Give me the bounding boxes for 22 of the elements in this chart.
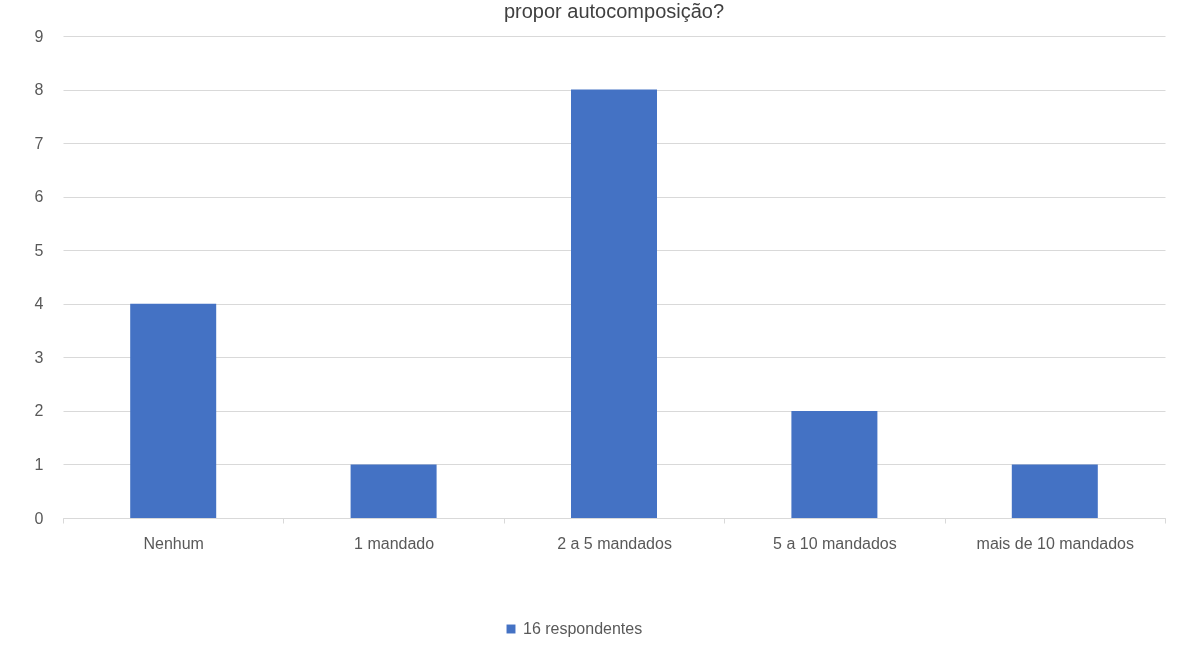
y-tick-label: 3 [34, 348, 44, 366]
y-tick-label: 4 [34, 295, 44, 313]
y-tick-label: 6 [34, 188, 44, 206]
bar [571, 89, 657, 518]
chart-title: propor autocomposição? [503, 0, 725, 22]
y-tick-label: 0 [34, 509, 44, 527]
x-tick-label: mais de 10 mandados [976, 534, 1135, 552]
bar [130, 303, 217, 518]
y-tick-label: 9 [34, 27, 44, 45]
y-tick-label: 7 [34, 134, 44, 152]
legend-label: 16 respondentes [523, 620, 643, 637]
y-tick-label: 5 [34, 241, 44, 259]
bar [791, 410, 878, 518]
y-tick-label: 2 [34, 402, 44, 420]
bar [1011, 464, 1098, 518]
y-tick-label: 1 [34, 455, 44, 473]
x-tick-label: 2 a 5 mandados [557, 534, 672, 552]
x-tick-label: Nenhum [143, 534, 204, 552]
x-tick-label: 5 a 10 mandados [773, 534, 897, 552]
x-tick-label: 1 mandado [354, 534, 435, 552]
bar [350, 464, 437, 518]
y-tick-label: 8 [34, 81, 44, 99]
